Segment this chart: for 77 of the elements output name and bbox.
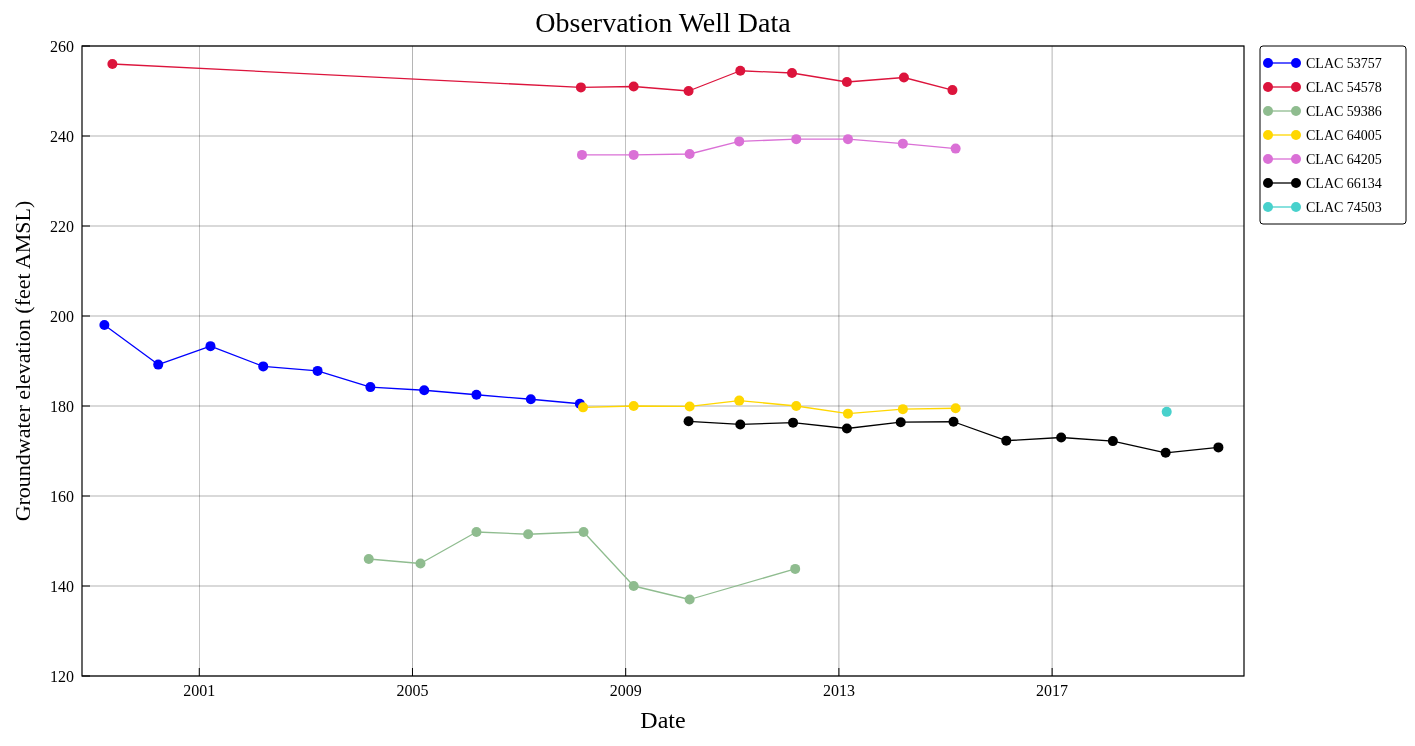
legend-label: CLAC 66134 [1306,175,1382,191]
point [578,402,589,413]
point [628,401,639,411]
point [898,72,909,83]
point [628,149,639,160]
point [895,417,906,428]
point [471,389,482,400]
y-tick-label: 180 [50,397,74,415]
y-tick-label: 220 [50,217,74,235]
point [525,394,536,405]
point [947,85,958,96]
y-tick-label: 140 [50,577,74,595]
point [684,401,695,412]
point [735,419,746,430]
x-axis-title: Date [640,707,686,733]
x-tick-label: 2001 [183,682,216,699]
point [153,359,164,370]
point [1056,432,1067,443]
x-tick-label: 2009 [609,682,642,699]
legend-label: CLAC 54578 [1306,79,1382,95]
point [734,136,745,147]
point [628,81,639,92]
point [791,134,802,145]
x-tick-label: 2013 [822,682,855,699]
point [365,382,376,393]
point [841,77,852,87]
point [897,138,908,149]
point [897,404,908,415]
point [950,143,961,154]
point [950,403,961,414]
point [628,581,639,591]
point [205,341,216,352]
y-axis-title: Groundwater elevation (feet AMSL) [10,200,35,522]
point [1160,447,1171,458]
y-tick-label: 120 [50,667,74,685]
legend-label: CLAC 64005 [1306,127,1382,143]
point [99,320,110,330]
point [575,82,586,93]
x-tick-label: 2005 [396,682,429,699]
legend-label: CLAC 53757 [1306,55,1382,71]
point [363,554,374,564]
point [786,68,797,78]
y-tick-label: 260 [50,37,74,55]
legend-label: CLAC 59386 [1306,103,1382,119]
y-tick-label: 200 [50,307,74,325]
point [576,149,587,160]
chart-title: Observation Well Data [535,7,792,38]
point [1001,435,1012,446]
point [1213,442,1224,453]
point [415,558,426,569]
y-tick-label: 160 [50,487,74,505]
point [948,416,959,427]
point [1107,436,1118,447]
point [842,134,853,145]
point [842,408,853,419]
point [735,65,746,76]
legend-label: CLAC 74503 [1306,199,1382,215]
point [734,395,745,406]
point [841,423,852,434]
point [107,59,118,69]
point [578,527,589,537]
point [471,527,482,537]
point [791,401,802,411]
point [683,86,694,96]
y-tick-label: 240 [50,127,74,145]
legend-label: CLAC 64205 [1306,151,1382,167]
point [684,149,695,159]
point [523,529,534,540]
point [1161,406,1172,417]
x-tick-label: 2017 [1036,682,1069,699]
point [683,416,694,427]
point [684,594,695,605]
point [312,365,323,376]
point [788,417,799,428]
point [419,385,430,396]
point [258,361,269,372]
point [790,563,801,574]
